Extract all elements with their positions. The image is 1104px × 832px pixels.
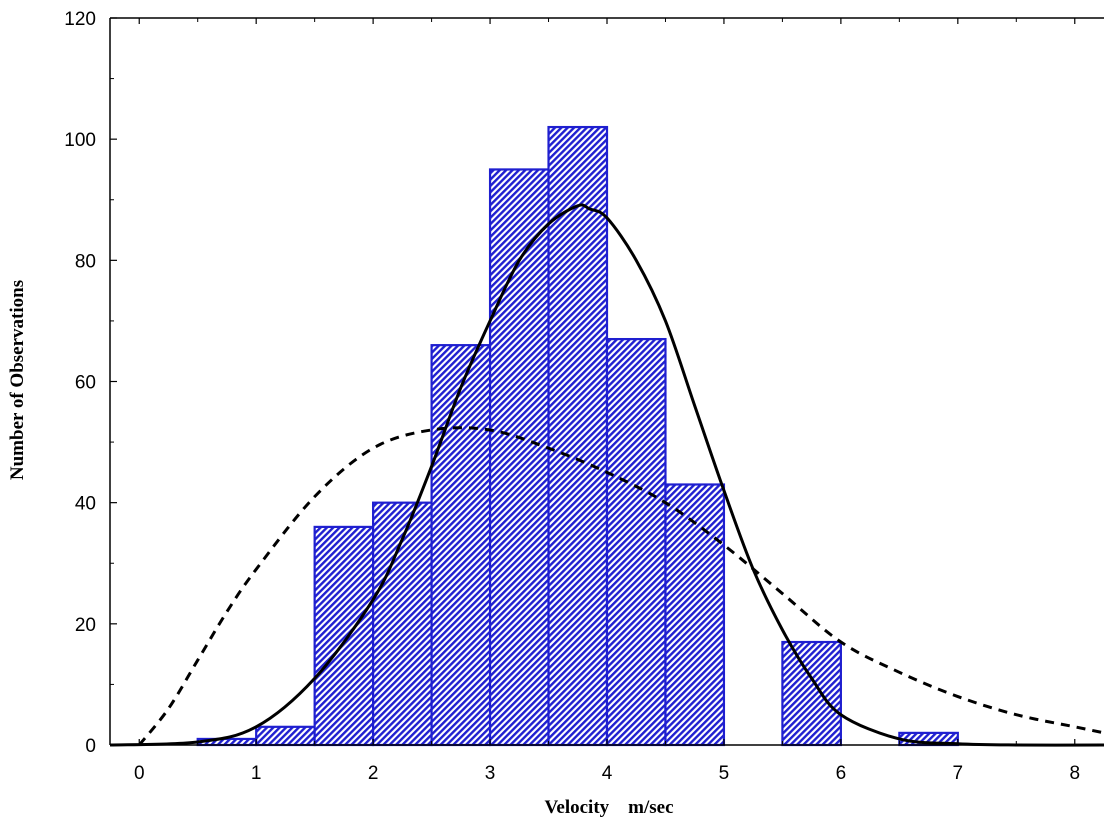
- x-tick-label: 5: [719, 763, 730, 784]
- x-tick-label: 6: [836, 763, 847, 784]
- x-tick-label: 4: [602, 763, 613, 784]
- y-tick-label: 100: [64, 130, 96, 151]
- histogram-bar: [313, 525, 375, 747]
- y-axis-title: Number of Observations: [7, 280, 28, 480]
- y-tick-label: 20: [75, 615, 96, 636]
- x-tick-label: 1: [251, 763, 262, 784]
- x-tick-label: 8: [1069, 763, 1080, 784]
- histogram-bars: [196, 125, 959, 747]
- histogram-bar: [255, 725, 316, 747]
- histogram-bar: [488, 168, 550, 747]
- y-tick-label: 40: [75, 494, 96, 515]
- y-tick-label: 60: [75, 373, 96, 394]
- histogram-bar: [547, 125, 609, 747]
- histogram-bar: [430, 344, 492, 747]
- y-tick-label: 80: [75, 251, 96, 272]
- x-tick-label: 0: [134, 763, 145, 784]
- histogram-bar: [781, 640, 842, 747]
- x-tick-label: 3: [485, 763, 496, 784]
- x-tick-label: 2: [368, 763, 379, 784]
- y-tick-label: 0: [85, 736, 96, 757]
- solid-fit-curve: [109, 203, 1104, 747]
- histogram-bar: [605, 337, 667, 747]
- y-tick-label: 120: [64, 9, 96, 30]
- x-axis-title: Velocity m/sec: [544, 797, 673, 818]
- x-tick-label: 7: [953, 763, 964, 784]
- fit-curves: [109, 203, 1104, 747]
- dashed-fit-curve: [138, 426, 1104, 746]
